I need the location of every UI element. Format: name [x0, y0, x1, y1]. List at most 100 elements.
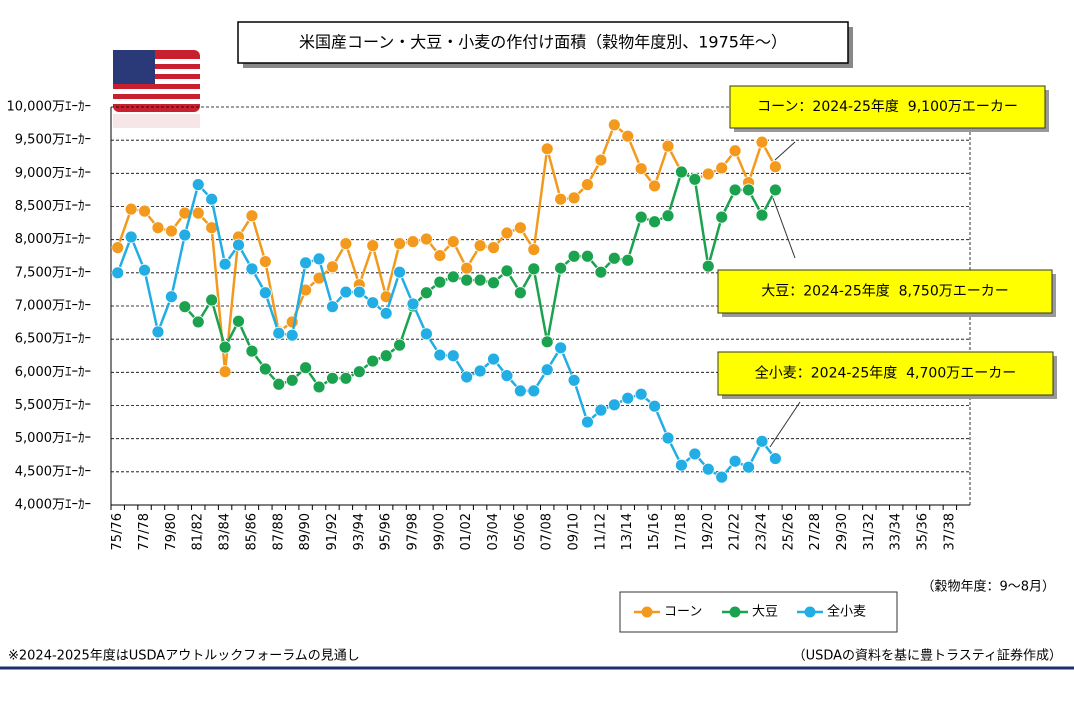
y-tick-label: 10,000万ｴｰｶｰ: [7, 100, 92, 115]
point: [326, 300, 339, 314]
annotation-box: [717, 351, 1054, 396]
point: [540, 335, 554, 349]
point: [393, 265, 406, 279]
point: [366, 296, 380, 310]
point: [487, 241, 500, 255]
point: [312, 252, 326, 266]
y-tick-label: 7,000万ｴｰｶｰ: [15, 299, 91, 314]
point: [433, 249, 447, 262]
point: [768, 452, 782, 465]
point: [245, 262, 259, 276]
point: [420, 286, 433, 300]
point: [433, 348, 447, 362]
point: [621, 253, 635, 267]
point: [299, 256, 313, 270]
point: [406, 235, 420, 249]
x-tick-label: 03/04: [486, 513, 501, 550]
point: [688, 447, 702, 461]
point: [393, 338, 406, 352]
point: [191, 315, 205, 329]
y-tick-label: 6,500万ｴｰｶｰ: [15, 332, 91, 347]
x-tick-label: 15/16: [647, 513, 662, 550]
point: [393, 237, 406, 251]
point: [138, 204, 151, 218]
point: [460, 273, 474, 287]
point: [191, 178, 205, 192]
leader-line: [772, 197, 796, 259]
point: [124, 230, 138, 244]
point: [500, 264, 514, 278]
point: [688, 172, 702, 186]
y-tick-label: 9,500万ｴｰｶｰ: [15, 133, 91, 148]
y-tick-label: 9,000万ｴｰｶｰ: [15, 166, 91, 181]
point: [634, 162, 648, 176]
footnote: ※2024-2025年度はUSDAアウトルックフォーラムの見通し: [8, 648, 360, 664]
point: [164, 290, 178, 304]
x-tick-label: 97/98: [405, 513, 420, 550]
point: [527, 262, 541, 276]
point: [352, 365, 366, 379]
point: [728, 144, 742, 158]
point: [473, 273, 487, 287]
point: [178, 300, 192, 314]
point: [124, 202, 138, 216]
x-tick-label: 83/84: [218, 513, 233, 550]
x-tick-label: 85/86: [244, 513, 259, 550]
point: [648, 215, 661, 229]
point: [420, 232, 433, 246]
source: （USDAの資料を基に豊トラスティ証券作成）: [793, 648, 1062, 664]
x-tick-label: 13/14: [620, 513, 635, 550]
point: [701, 259, 715, 273]
point: [581, 178, 594, 192]
point: [742, 183, 755, 197]
point: [460, 261, 474, 275]
point: [446, 235, 460, 249]
point: [218, 257, 232, 271]
chart-title: 米国産コーン・大豆・小麦の作付け面積（穀物年度別、1975年～）: [299, 33, 787, 52]
x-tick-label: 93/94: [352, 513, 367, 550]
point: [285, 328, 299, 342]
point: [272, 326, 286, 340]
point: [594, 153, 608, 167]
x-note: （穀物年度：9～8月）: [921, 579, 1055, 595]
point: [500, 369, 514, 383]
x-tick-label: 21/22: [728, 513, 743, 550]
point: [648, 399, 661, 413]
y-tick-label: 5,500万ｴｰｶｰ: [15, 398, 91, 413]
point: [366, 354, 380, 368]
point: [661, 139, 675, 153]
x-tick-label: 75/76: [110, 513, 125, 550]
point: [232, 314, 245, 328]
legend-label: 全小麦: [827, 604, 866, 620]
point: [433, 275, 447, 289]
annotation: 大豆：2024-25年度 8,750万エーカー: [761, 284, 1008, 300]
x-tick-label: 05/06: [513, 513, 528, 550]
point: [218, 365, 232, 379]
point: [339, 285, 353, 299]
y-tick-label: 8,000万ｴｰｶｰ: [15, 232, 91, 247]
point: [164, 224, 178, 238]
title-box: [237, 21, 849, 64]
legend-marker: [641, 606, 653, 618]
point: [715, 470, 729, 484]
point: [151, 221, 165, 235]
point: [218, 340, 232, 354]
point: [567, 249, 581, 263]
point: [554, 341, 568, 355]
point: [755, 135, 769, 149]
x-tick-label: 31/32: [862, 513, 877, 550]
point: [728, 454, 742, 468]
point: [339, 237, 353, 251]
point: [621, 129, 635, 143]
point: [634, 387, 648, 401]
annotation-box: [729, 85, 1046, 129]
point: [191, 206, 205, 220]
annotation-box: [717, 269, 1053, 314]
point: [245, 209, 259, 223]
point: [675, 458, 688, 472]
point: [205, 293, 219, 307]
x-tick-label: 09/10: [567, 513, 582, 550]
annotation: コーン：2024-25年度 9,100万エーカー: [757, 99, 1018, 115]
x-tick-label: 89/90: [298, 513, 313, 550]
